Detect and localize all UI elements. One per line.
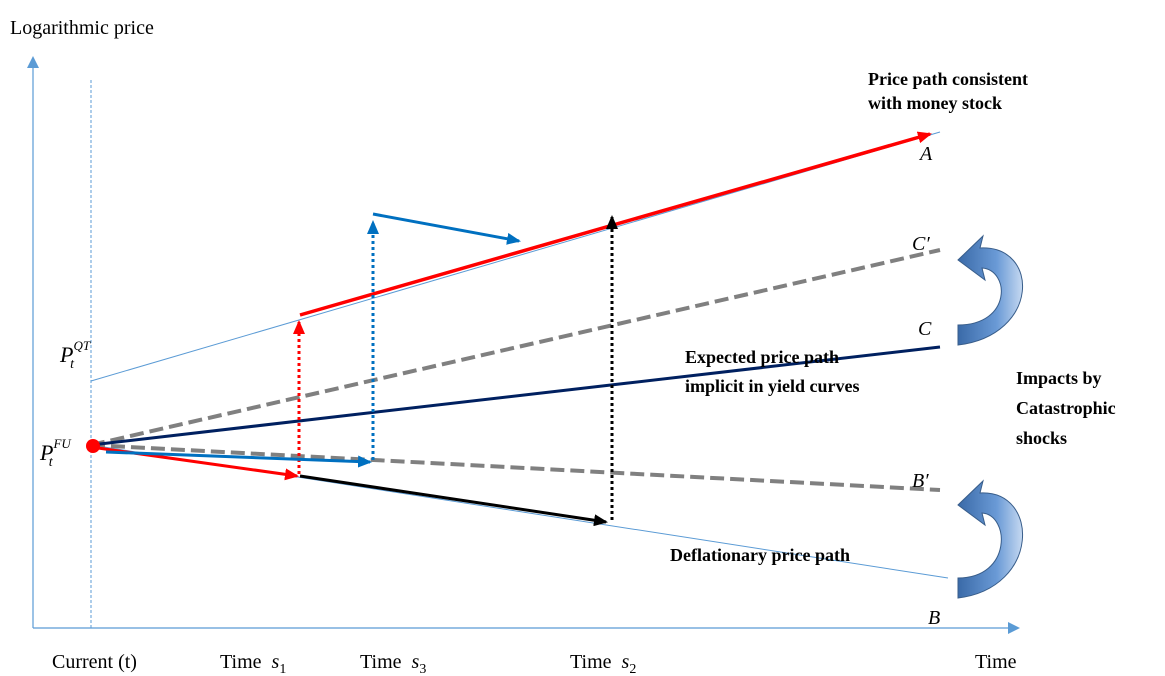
label-A: A: [918, 143, 933, 165]
impact-arrow-lower-icon: [957, 479, 1023, 599]
line-C-prime: [90, 248, 941, 447]
label-B-prime: B′: [912, 470, 929, 492]
impacts-label-2: Catastrophic: [1016, 398, 1116, 418]
label-C-prime: C′: [912, 233, 930, 255]
start-point: [86, 439, 100, 453]
y-axis-label: Logarithmic price: [10, 17, 154, 39]
x-tick-s1: Time s1: [220, 651, 286, 676]
expected-path-label-2: implicit in yield curves: [685, 376, 860, 396]
y-tick-p-fu: PFU t: [39, 436, 72, 470]
y-tick-p-qt: PQT t: [59, 338, 91, 372]
black-path-deflation: [299, 474, 608, 527]
x-axis-label: Time: [975, 651, 1017, 673]
label-B: B: [928, 607, 940, 629]
x-tick-s3: Time s3: [360, 651, 426, 676]
blue-path-initial: [105, 450, 372, 468]
label-C: C: [918, 318, 932, 340]
impact-arrow-upper-icon: [957, 234, 1023, 346]
red-path-upper: [299, 131, 932, 317]
line-B-prime: [90, 443, 941, 492]
impacts-label-1: Impacts by: [1016, 368, 1102, 388]
impacts-label-3: shocks: [1016, 428, 1067, 448]
expected-path-label-1: Expected price path: [685, 347, 839, 367]
money-path-label-2: with money stock: [868, 93, 1002, 113]
blue-path-upper: [372, 212, 521, 245]
expected-price-path: [90, 345, 941, 447]
x-tick-current: Current (t): [52, 651, 137, 673]
x-tick-s2: Time s2: [570, 651, 636, 676]
money-path-label-1: Price path consistent: [868, 69, 1028, 89]
deflation-label: Deflationary price path: [670, 545, 850, 565]
